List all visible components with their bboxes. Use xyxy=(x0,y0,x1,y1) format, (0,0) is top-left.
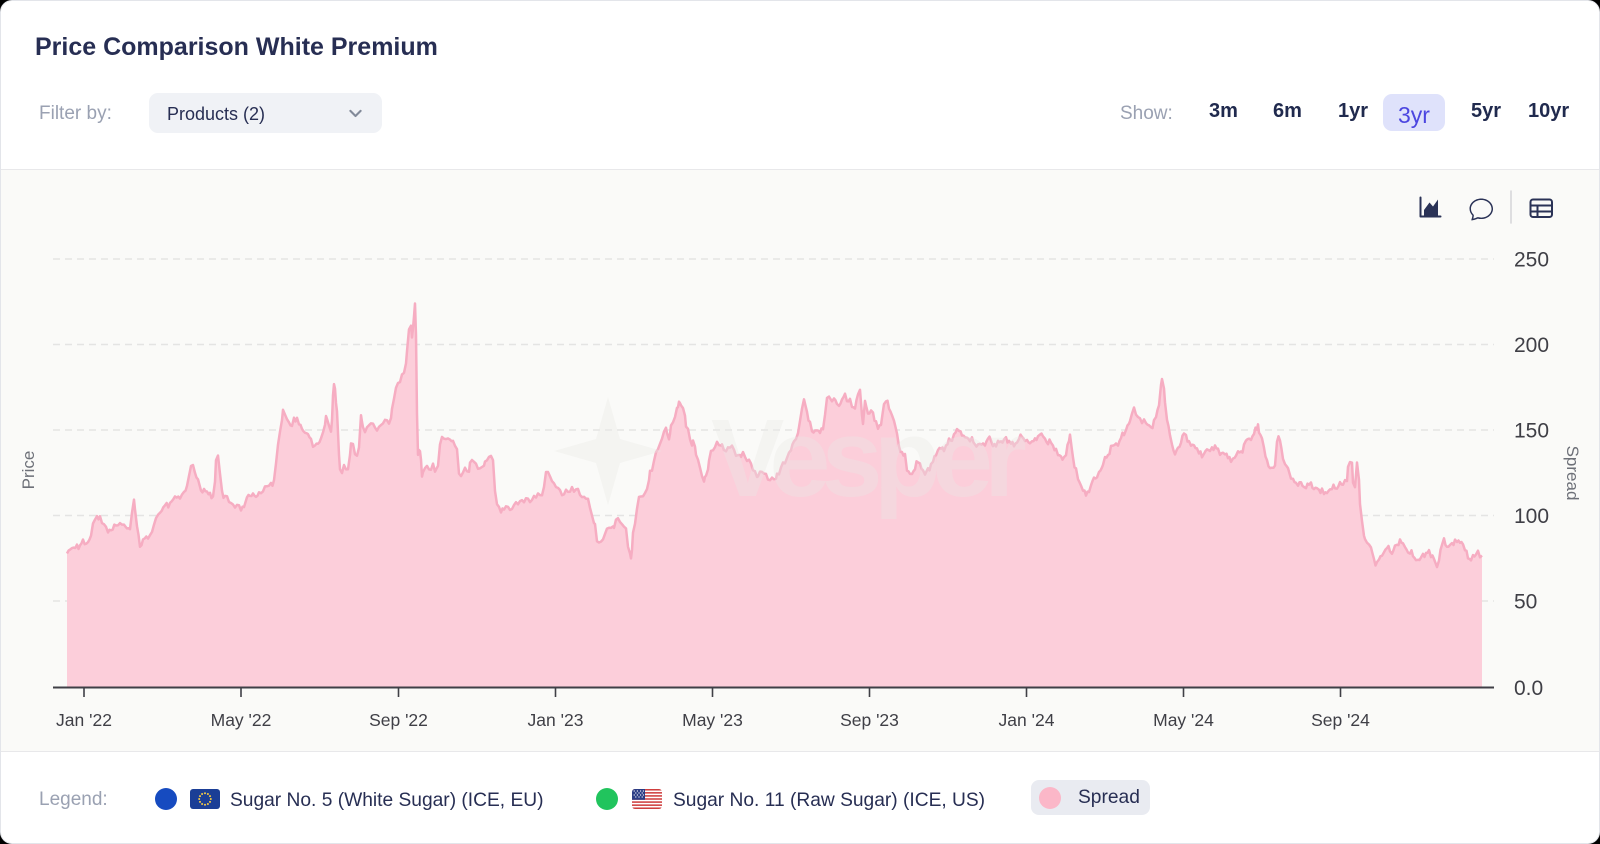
svg-text:Jan '22: Jan '22 xyxy=(56,710,112,730)
svg-text:Vesper: Vesper xyxy=(711,397,1026,520)
svg-text:200: 200 xyxy=(1514,334,1549,357)
svg-text:Jan '24: Jan '24 xyxy=(999,710,1055,730)
svg-text:May '22: May '22 xyxy=(211,710,272,730)
svg-text:100: 100 xyxy=(1514,505,1549,528)
svg-text:Price: Price xyxy=(19,451,38,490)
svg-text:50: 50 xyxy=(1514,591,1537,614)
svg-text:Sep '22: Sep '22 xyxy=(369,710,428,730)
svg-text:May '23: May '23 xyxy=(682,710,743,730)
svg-text:150: 150 xyxy=(1514,420,1549,443)
svg-text:Sep '24: Sep '24 xyxy=(1311,710,1370,730)
svg-text:Sep '23: Sep '23 xyxy=(840,710,899,730)
svg-text:0.0: 0.0 xyxy=(1514,677,1543,700)
svg-text:Jan '23: Jan '23 xyxy=(528,710,584,730)
svg-text:May '24: May '24 xyxy=(1153,710,1214,730)
svg-text:250: 250 xyxy=(1514,249,1549,272)
svg-text:Spread: Spread xyxy=(1563,446,1582,501)
